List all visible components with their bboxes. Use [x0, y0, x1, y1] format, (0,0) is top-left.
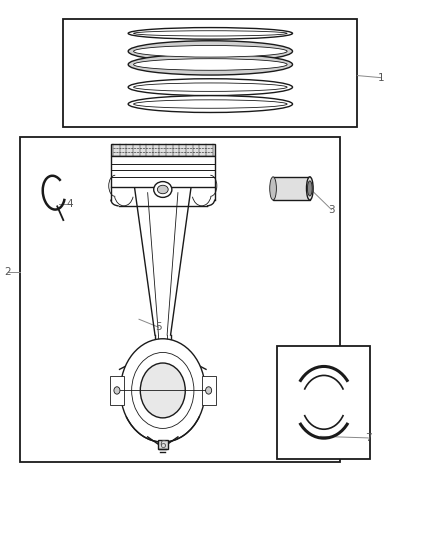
Ellipse shape: [157, 185, 168, 193]
Text: 5: 5: [155, 322, 162, 332]
Circle shape: [132, 352, 194, 429]
Ellipse shape: [307, 177, 313, 200]
Bar: [64, 19, 357, 127]
Ellipse shape: [134, 45, 287, 57]
Ellipse shape: [307, 181, 312, 196]
Ellipse shape: [128, 28, 293, 39]
Ellipse shape: [154, 182, 172, 197]
Ellipse shape: [270, 177, 276, 200]
Ellipse shape: [134, 59, 287, 70]
Text: 3: 3: [328, 205, 335, 215]
Bar: [277, 345, 371, 459]
Circle shape: [114, 387, 120, 394]
Ellipse shape: [134, 100, 287, 108]
Ellipse shape: [128, 95, 293, 112]
Bar: [111, 156, 215, 188]
Text: 1: 1: [378, 72, 385, 83]
Ellipse shape: [134, 83, 287, 91]
Circle shape: [120, 339, 205, 442]
Text: 6: 6: [159, 440, 166, 450]
Ellipse shape: [128, 79, 293, 95]
Text: 4: 4: [67, 199, 73, 209]
Bar: [111, 144, 215, 156]
Text: 2: 2: [5, 267, 11, 277]
Ellipse shape: [134, 31, 287, 36]
Bar: [273, 177, 310, 200]
Bar: [110, 376, 124, 405]
Bar: [202, 376, 215, 405]
Bar: [20, 138, 340, 462]
Circle shape: [205, 387, 212, 394]
Text: 7: 7: [365, 433, 371, 443]
Ellipse shape: [128, 41, 293, 62]
Ellipse shape: [128, 54, 293, 75]
Circle shape: [140, 363, 185, 418]
Bar: [158, 440, 168, 449]
